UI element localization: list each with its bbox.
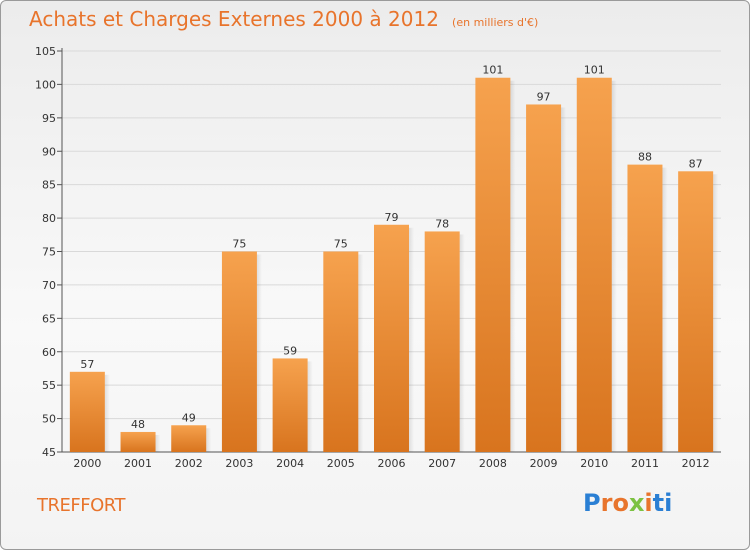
- logo-letter: i: [644, 489, 653, 517]
- bar-shadow: [155, 434, 161, 452]
- x-tick-label: 2011: [631, 457, 659, 470]
- y-tick-label: 70: [42, 279, 56, 292]
- data-label: 48: [131, 418, 145, 431]
- data-label: 49: [182, 411, 196, 424]
- bar: [221, 251, 257, 452]
- bar-shadow: [358, 254, 364, 452]
- bar: [374, 224, 409, 452]
- y-tick-label: 95: [42, 112, 56, 125]
- commune-name: TREFFORT: [37, 495, 125, 516]
- bar: [424, 231, 460, 452]
- proxiti-logo[interactable]: Proxiti: [583, 489, 672, 517]
- bar: [475, 77, 511, 452]
- bar-shadow: [409, 227, 414, 452]
- y-tick-label: 45: [42, 446, 56, 459]
- bar-shadow: [104, 374, 110, 452]
- logo-letter: r: [600, 489, 613, 517]
- x-tick-label: 2008: [479, 457, 507, 470]
- x-tick-label: 2006: [378, 457, 406, 470]
- x-tick-label: 2004: [276, 457, 304, 470]
- data-label: 75: [232, 238, 246, 251]
- bar: [272, 358, 308, 452]
- x-tick-label: 2009: [530, 457, 558, 470]
- logo-letter: P: [583, 489, 601, 517]
- data-label: 78: [435, 217, 449, 230]
- logo-letter: x: [628, 489, 645, 517]
- y-tick-label: 75: [42, 246, 56, 259]
- bar-shadow: [662, 167, 668, 452]
- y-tick-label: 105: [35, 45, 56, 58]
- y-tick-label: 55: [42, 379, 56, 392]
- x-tick-label: 2002: [175, 457, 203, 470]
- x-tick-label: 2001: [124, 457, 152, 470]
- x-tick-label: 2010: [580, 457, 608, 470]
- y-axis-ticks: 45 50 55 60 65 70 75 80 85 90 95 100 105: [35, 45, 62, 459]
- data-labels: 57 48 49 75 59 75 79 78 101 97 101 88 87: [80, 64, 702, 431]
- y-tick-label: 90: [42, 145, 56, 158]
- data-label: 97: [537, 90, 551, 103]
- bar-shadow: [510, 80, 516, 452]
- data-label: 79: [385, 211, 399, 224]
- logo-letter: o: [612, 489, 629, 517]
- data-label: 88: [638, 151, 652, 164]
- bar-shadow: [713, 174, 719, 453]
- x-tick-label: 2007: [428, 457, 456, 470]
- bar: [120, 431, 156, 452]
- data-label: 57: [80, 358, 94, 371]
- y-tick-label: 100: [35, 78, 56, 91]
- y-tick-label: 65: [42, 312, 56, 325]
- bar: [627, 164, 663, 452]
- bar-shadow: [561, 107, 567, 452]
- bar: [69, 371, 105, 452]
- chart-unit: (en milliers d'€): [452, 16, 539, 29]
- bar: [576, 77, 612, 452]
- y-tick-label: 85: [42, 179, 56, 192]
- bar-shadow: [611, 80, 617, 452]
- bar: [678, 171, 714, 453]
- chart-title: Achats et Charges Externes 2000 à 2012: [29, 7, 439, 31]
- x-tick-label: 2000: [73, 457, 101, 470]
- bar-shadow: [459, 234, 465, 452]
- bar-shadow: [256, 254, 262, 452]
- data-label: 75: [334, 238, 348, 251]
- x-tick-label: 2012: [682, 457, 710, 470]
- y-tick-label: 50: [42, 413, 56, 426]
- y-tick-label: 60: [42, 346, 56, 359]
- x-tick-label: 2005: [327, 457, 355, 470]
- bar: [526, 104, 562, 452]
- bar-shadow: [206, 428, 212, 452]
- data-label: 101: [584, 64, 605, 77]
- bar-shadow: [307, 361, 313, 452]
- y-tick-label: 80: [42, 212, 56, 225]
- data-label: 101: [482, 64, 503, 77]
- data-label: 87: [689, 157, 703, 170]
- logo-letter: t: [652, 489, 665, 517]
- bar: [171, 425, 207, 452]
- data-label: 59: [283, 344, 297, 357]
- chart-title-block: Achats et Charges Externes 2000 à 2012 (…: [29, 7, 538, 31]
- x-axis-ticks: 2000 2001 2002 2003 2004 2005 2006 2007 2008 2009…: [73, 457, 709, 470]
- bars: [69, 77, 719, 453]
- logo-letter: i: [664, 489, 673, 517]
- bar: [323, 251, 359, 452]
- x-tick-label: 2003: [225, 457, 253, 470]
